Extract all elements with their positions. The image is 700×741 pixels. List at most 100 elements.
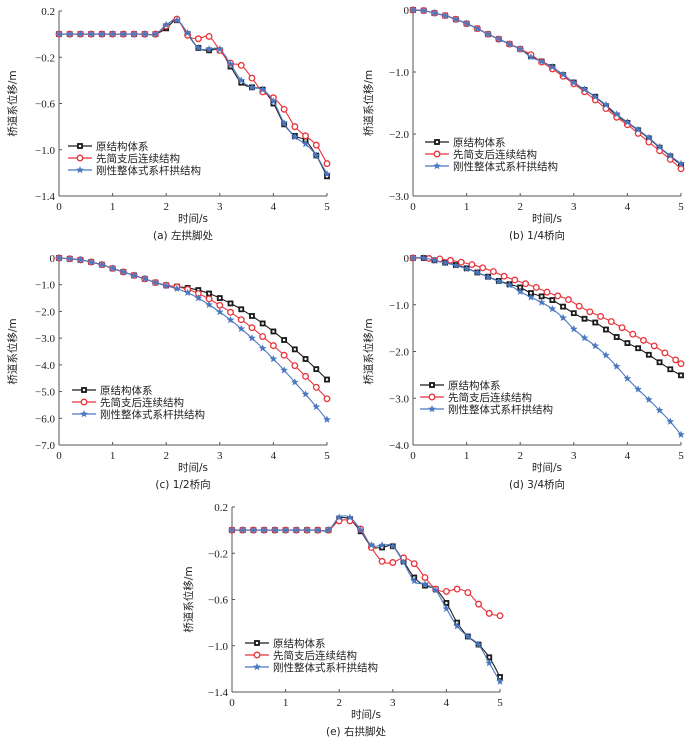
data-point: [597, 312, 605, 320]
data-point: [119, 29, 128, 38]
data-point: [130, 271, 139, 279]
data-point: [474, 640, 483, 648]
x-tick-label: 1: [283, 697, 289, 709]
y-tick-label: 0: [50, 253, 56, 265]
legend-marker-star: [253, 662, 261, 671]
x-tick-label: 1: [464, 450, 470, 462]
data-point: [462, 19, 471, 28]
data-point: [378, 557, 386, 565]
data-point-inner: [380, 546, 384, 549]
series-original: [229, 515, 503, 680]
legend-marker-star: [76, 165, 84, 174]
y-tick-label: −1.0: [35, 280, 55, 292]
data-point-inner: [583, 317, 586, 320]
legend-label: 原结构体系: [273, 637, 326, 650]
data-point: [485, 658, 494, 667]
x-tick-label: 3: [217, 201, 223, 213]
legend-label: 刚性整体式系杆拱结构: [448, 403, 553, 416]
data-point: [226, 60, 235, 68]
data-point: [494, 277, 503, 285]
legend-marker-square-inner: [435, 140, 439, 144]
data-point: [302, 132, 310, 140]
data-point: [612, 362, 621, 370]
data-point: [623, 118, 632, 126]
data-point: [216, 301, 224, 309]
data-point: [312, 151, 321, 159]
legend-label: 刚性整体式系杆拱结构: [96, 164, 201, 177]
data-point-inner: [615, 335, 618, 339]
data-point: [292, 525, 301, 534]
data-point: [119, 267, 128, 276]
data-point: [55, 253, 63, 262]
x-axis-title: 时间/s: [351, 708, 381, 721]
chart-panel-d: 0 1 2 3 4 5 0 −1.0 −2.0 −3.0 −4.0 时间/s 桥道系位移/m (d) 3/…: [362, 253, 685, 491]
data-point: [269, 354, 278, 363]
data-point-inner: [647, 353, 650, 356]
data-point: [194, 35, 202, 43]
x-tick-label: 2: [163, 201, 169, 213]
data-point: [473, 268, 482, 276]
data-point: [410, 576, 419, 585]
data-point-inner: [540, 295, 543, 298]
data-point: [554, 292, 562, 300]
legend-label: 原结构体系: [100, 384, 153, 397]
data-point: [650, 342, 658, 350]
data-point: [259, 333, 267, 340]
data-point: [484, 30, 493, 38]
data-point: [655, 142, 664, 151]
data-point: [388, 542, 397, 550]
data-point: [564, 296, 572, 304]
data-point-inner: [626, 341, 629, 345]
data-point: [87, 257, 96, 266]
x-tick-label: 0: [56, 201, 62, 213]
x-axis-title: 时间/s: [532, 212, 562, 225]
y-tick-label: 0.2: [214, 502, 228, 514]
x-tick-label: 5: [678, 201, 684, 213]
y-tick-label: −1.4: [35, 191, 55, 203]
data-point: [130, 29, 139, 38]
data-point-inner: [594, 321, 597, 324]
legend-label: 原结构体系: [96, 140, 149, 153]
data-point: [655, 406, 664, 414]
legend-marker-square-inner: [430, 383, 434, 387]
data-point: [441, 258, 450, 267]
data-point: [457, 258, 465, 266]
legend-label: 先简支后连续结构: [273, 649, 357, 662]
data-point: [237, 324, 246, 333]
data-point: [356, 525, 365, 534]
data-point: [301, 139, 310, 148]
data-point: [430, 256, 439, 264]
data-point: [462, 264, 471, 273]
legend-label: 原结构体系: [448, 379, 501, 392]
legend-label: 先简支后连续结构: [96, 152, 180, 165]
data-point: [97, 260, 106, 269]
data-point-inner: [658, 361, 661, 364]
data-point: [247, 83, 256, 91]
x-tick-label: 3: [390, 697, 396, 709]
data-point: [140, 274, 149, 283]
data-point: [226, 315, 235, 324]
data-point: [65, 254, 74, 263]
chart-panel-b: 0 1 2 3 4 5 0 −1.0 −2.0 −3.0 时间/s 桥道系位移/m (b) 1/4桥向 原…: [362, 5, 685, 242]
legend-marker-circle: [76, 154, 84, 162]
data-point: [464, 589, 472, 597]
y-tick-label: 0: [404, 5, 410, 17]
data-point: [431, 586, 440, 594]
data-point: [205, 300, 214, 309]
data-point: [291, 123, 299, 131]
data-point: [612, 109, 621, 118]
data-point: [248, 324, 256, 332]
x-tick-label: 0: [229, 697, 235, 709]
data-point: [475, 600, 483, 608]
series-line: [412, 257, 682, 376]
chart-panel-a: 0 1 2 3 4 5 0.2 −0.2 −0.6 −1.0 −1.4 时间/s 桥道系位移/m (a) …: [6, 6, 331, 242]
x-tick-label: 2: [517, 450, 523, 462]
data-point: [623, 374, 632, 382]
data-point: [447, 256, 454, 264]
data-point: [591, 341, 600, 350]
series-rigid-tied-arch: [409, 5, 685, 168]
y-tick-label: −2.0: [389, 129, 409, 141]
data-point-inner: [240, 308, 243, 311]
legend-marker-star: [80, 409, 88, 418]
